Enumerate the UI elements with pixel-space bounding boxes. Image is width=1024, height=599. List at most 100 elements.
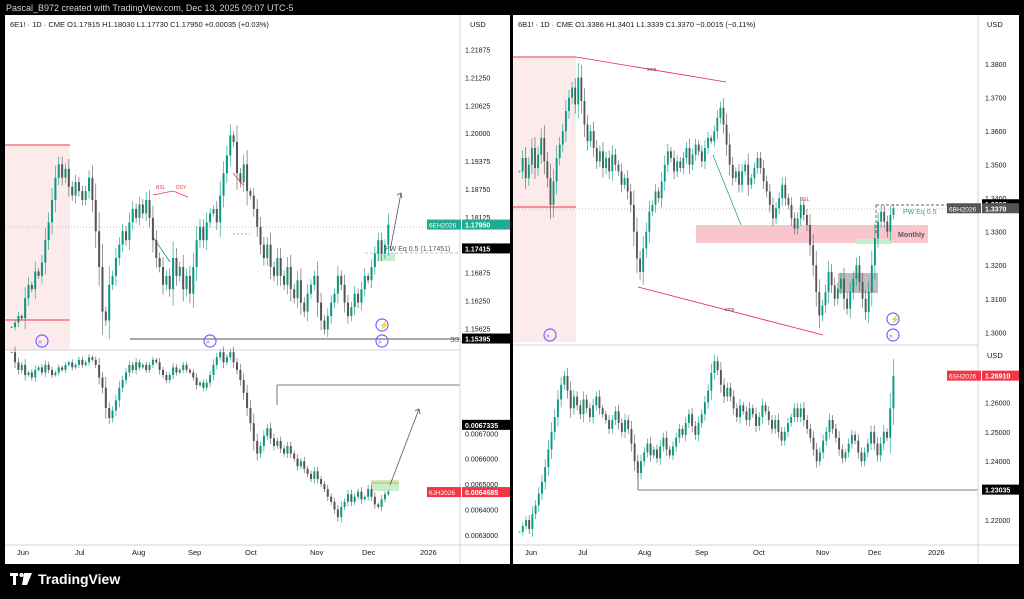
L-bottom-candle: [188, 369, 191, 373]
right-chart-panel[interactable]: sma sma Monthly PW Eq 0.5 BSL » ⚡ » 6B1!…: [513, 15, 1019, 564]
R-bottom-candle: [713, 361, 716, 373]
L-top-candle: [293, 289, 296, 299]
replay-icon-2[interactable]: [203, 334, 217, 348]
R-bottom-candle: [547, 449, 550, 468]
R-bottom-candle: [585, 399, 588, 409]
R-top-candle: [589, 131, 592, 142]
L-bottom-candle: [185, 364, 188, 370]
R-bottom-candle: [556, 399, 559, 418]
chart-credit: Pascal_B972 created with TradingView.com…: [6, 3, 294, 13]
L-top-tick-label: 1.16875: [465, 271, 490, 278]
right-chart-svg[interactable]: sma sma Monthly PW Eq 0.5 BSL » ⚡ » 6B1!…: [513, 15, 1019, 564]
fvg-box: [377, 253, 395, 261]
pweq-label: PW Eq 0.5 (1.17451): [385, 246, 450, 253]
L-top-candle: [125, 231, 128, 241]
L-top-price-badge: [462, 243, 510, 254]
R-top-candle: [790, 204, 793, 219]
L-top-candle: [357, 293, 360, 303]
L-bottom-candle: [212, 364, 215, 376]
R-top-candle: [670, 151, 672, 158]
L-top-price-badge-text: 1.15395: [465, 337, 490, 344]
R-bottom-candle: [796, 408, 799, 418]
R-top-candle: [521, 157, 524, 172]
R-top-candle: [707, 137, 709, 148]
L-top-tick-label: 1.21250: [465, 75, 490, 82]
L-bottom-candle: [333, 501, 336, 510]
green-diag-line: [712, 154, 742, 226]
replay-icon-3[interactable]: [375, 334, 389, 348]
L-bottom-candle: [198, 382, 202, 386]
R-bottom-candle: [678, 428, 681, 438]
R-bottom-candle: [755, 414, 757, 426]
R-bottom-candle: [620, 423, 623, 432]
replay-icon-r1[interactable]: [543, 328, 557, 342]
L-top-candle: [27, 284, 30, 299]
R-bottom-price-badge-text: 1.26910: [985, 374, 1010, 381]
R-bottom-candle: [739, 405, 742, 418]
L-bottom-candle: [165, 375, 168, 381]
R-bottom-candle: [601, 408, 604, 415]
L-bottom-candle: [330, 496, 333, 502]
L-bottom-candle: [313, 471, 316, 479]
L-bottom-candle: [229, 352, 232, 358]
R-bottom-candle: [828, 420, 831, 432]
L-top-candle: [222, 173, 225, 196]
L-bottom-tick-label: 0.0064000: [465, 507, 498, 514]
R-bottom-candle: [675, 437, 678, 447]
L-bottom-candle: [94, 359, 97, 365]
R-top-tick-label: 1.3200: [985, 263, 1007, 270]
L-bottom-candle: [205, 382, 208, 388]
R-bottom-candle: [844, 452, 847, 459]
L-top-candle: [71, 186, 74, 196]
R-top-candle: [867, 292, 870, 313]
L-top-candle: [67, 168, 70, 187]
R-bottom-candle: [793, 408, 796, 418]
L-xaxis-label: Aug: [132, 548, 145, 557]
R-bottom-candle: [681, 428, 684, 435]
L-bottom-tick-label: 0.0067000: [465, 431, 498, 438]
bsl-red-line: [152, 190, 189, 198]
lightning-icon[interactable]: [375, 318, 389, 332]
R-top-candle: [750, 178, 753, 185]
dsy-label: DSY: [176, 185, 187, 191]
L-top-candle: [162, 266, 165, 285]
left-chart-svg[interactable]: SSL PW Eq 0.5 (1.17451) BSL DSY » » » ⚡ …: [5, 15, 510, 564]
L-top-tick-label: 1.20000: [465, 131, 490, 138]
L-top-candle: [158, 258, 161, 267]
R-bottom-candle: [566, 375, 569, 391]
L-top-candle: [47, 222, 50, 241]
L-top-candle: [34, 271, 37, 290]
L-bottom-candle: [178, 369, 181, 373]
L-top-price-badge: [462, 219, 510, 230]
L-bottom-candle: [172, 367, 175, 376]
R-top-candle: [682, 157, 685, 169]
R-top-candle: [602, 151, 604, 169]
L-top-candle: [192, 266, 195, 294]
R-top-candle: [697, 144, 700, 152]
right-currency: USD: [987, 20, 1003, 29]
R-bottom-candle: [748, 408, 751, 421]
L-top-candle: [363, 275, 366, 290]
R-bottom-candle: [802, 408, 805, 421]
R-bottom-candle: [665, 437, 668, 450]
R-bottom-candle: [579, 405, 582, 415]
brand-name: TradingView: [38, 571, 121, 587]
R-top-candle: [812, 245, 815, 266]
replay-icon-1[interactable]: [35, 334, 49, 348]
R-top-candle: [818, 292, 821, 316]
L-top-candle: [239, 173, 242, 183]
left-chart-panel[interactable]: SSL PW Eq 0.5 (1.17451) BSL DSY » » » ⚡ …: [5, 15, 510, 564]
L-top-candle: [229, 135, 232, 156]
L-top-badge-symbol-text: 6EH2026: [429, 223, 456, 230]
R-top-candle: [744, 164, 747, 172]
R-top-candle: [809, 225, 811, 246]
R-top-candle: [688, 147, 691, 165]
R-top-candle: [518, 171, 521, 173]
L-top-candle: [262, 244, 265, 259]
L-top-candle: [88, 177, 91, 192]
lightning-icon-right[interactable]: [886, 312, 900, 326]
right-legend: 6B1! · 1D · CME O1.3386 H1.3401 L1.3339 …: [518, 20, 756, 29]
R-top-candle: [846, 298, 849, 309]
L-bottom-candle: [17, 362, 20, 370]
replay-icon-r2[interactable]: [886, 328, 900, 342]
